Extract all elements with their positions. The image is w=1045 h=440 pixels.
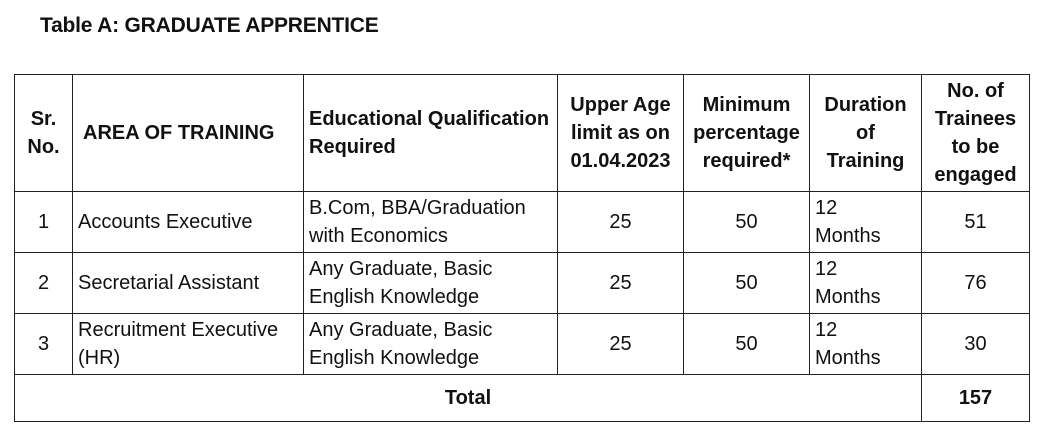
graduate-apprentice-table: Sr. No. AREA OF TRAINING Educational Qua… xyxy=(14,74,1030,422)
header-educational-qualification: Educational Qualification Required xyxy=(303,74,558,192)
cell-duration: 12 Months xyxy=(809,191,922,253)
header-number-of-trainees: No. of Trainees to be engaged xyxy=(921,74,1030,192)
cell-upper-age: 25 xyxy=(557,191,684,253)
cell-trainees: 30 xyxy=(921,313,1030,375)
table-row: 3 Recruitment Executive (HR) Any Graduat… xyxy=(14,313,1030,375)
cell-sr-no: 3 xyxy=(14,313,73,375)
table-row: 1 Accounts Executive B.Com, BBA/Graduati… xyxy=(14,191,1030,253)
cell-trainees: 51 xyxy=(921,191,1030,253)
cell-minimum-percentage: 50 xyxy=(683,252,810,314)
cell-upper-age: 25 xyxy=(557,313,684,375)
table-title: Table A: GRADUATE APPRENTICE xyxy=(40,14,379,37)
cell-area-of-training: Secretarial Assistant xyxy=(72,252,304,314)
cell-upper-age: 25 xyxy=(557,252,684,314)
cell-trainees: 76 xyxy=(921,252,1030,314)
cell-duration: 12 Months xyxy=(809,252,922,314)
cell-qualification: Any Graduate, Basic English Knowledge xyxy=(303,313,558,375)
table-row: 2 Secretarial Assistant Any Graduate, Ba… xyxy=(14,252,1030,314)
total-value: 157 xyxy=(921,374,1030,422)
header-sr-no: Sr. No. xyxy=(14,74,73,192)
total-row: Total 157 xyxy=(14,374,1030,422)
cell-minimum-percentage: 50 xyxy=(683,191,810,253)
cell-qualification: Any Graduate, Basic English Knowledge xyxy=(303,252,558,314)
cell-qualification: B.Com, BBA/Graduation with Economics xyxy=(303,191,558,253)
cell-minimum-percentage: 50 xyxy=(683,313,810,375)
header-row: Sr. No. AREA OF TRAINING Educational Qua… xyxy=(14,74,1030,192)
cell-area-of-training: Accounts Executive xyxy=(72,191,304,253)
header-duration-of-training: Duration of Training xyxy=(809,74,922,192)
total-label: Total xyxy=(14,374,922,422)
cell-sr-no: 2 xyxy=(14,252,73,314)
header-upper-age-limit: Upper Age limit as on 01.04.2023 xyxy=(557,74,684,192)
header-minimum-percentage: Minimum percentage required* xyxy=(683,74,810,192)
header-area-of-training: AREA OF TRAINING xyxy=(72,74,304,192)
cell-sr-no: 1 xyxy=(14,191,73,253)
cell-duration: 12 Months xyxy=(809,313,922,375)
cell-area-of-training: Recruitment Executive (HR) xyxy=(72,313,304,375)
